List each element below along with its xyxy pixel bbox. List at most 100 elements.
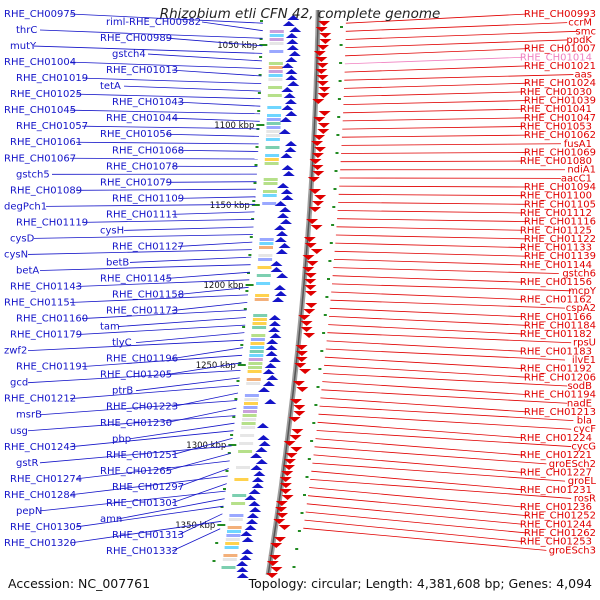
right-gene-label: cspA2 <box>566 303 596 314</box>
forward-gene-arrow <box>270 261 283 266</box>
feature-stripe <box>240 434 255 437</box>
reverse-gene-arrow <box>279 489 292 494</box>
feature-stripe <box>265 146 280 149</box>
left-gene-label: usg <box>10 426 28 437</box>
feature-stripe <box>262 202 277 205</box>
left-gene-connector <box>177 149 259 152</box>
feature-stripe <box>225 542 240 545</box>
feature-stripe <box>269 50 284 53</box>
left-gene-label: pbp <box>112 434 131 445</box>
feature-stripe <box>259 246 273 249</box>
right-gene-label: RHE_CH01122 <box>524 234 596 245</box>
right-gene-label: ccrM <box>568 18 592 29</box>
left-gene-connector <box>177 101 261 107</box>
gene-marker <box>303 494 306 496</box>
right-gene-label: RHE_CH01053 <box>520 121 592 132</box>
feature-stripe <box>249 354 264 357</box>
left-gene-connector <box>75 505 224 528</box>
reverse-gene-arrow <box>312 99 325 104</box>
gene-marker <box>255 146 259 148</box>
feature-stripe <box>229 514 244 517</box>
left-gene-connector <box>45 203 256 207</box>
reverse-gene-arrow <box>284 459 296 464</box>
right-gene-connector <box>333 267 559 274</box>
reverse-gene-arrow <box>275 501 288 506</box>
gene-marker <box>252 200 256 202</box>
feature-stripe <box>247 370 262 373</box>
forward-gene-arrow <box>276 273 289 278</box>
left-gene-connector <box>177 196 256 199</box>
forward-gene-arrow <box>266 375 279 380</box>
feature-stripe <box>242 418 257 421</box>
left-gene-connector <box>69 294 249 303</box>
left-gene-connector <box>33 45 263 54</box>
gene-marker <box>259 38 263 40</box>
reverse-gene-arrow <box>281 495 294 500</box>
gene-marker <box>338 80 342 82</box>
left-gene-connector <box>69 475 228 496</box>
right-gene-connector <box>343 91 524 97</box>
forward-gene-arrow <box>241 549 254 554</box>
feature-stripe <box>259 242 274 245</box>
left-gene-label: RHE_CH01212 <box>4 394 76 405</box>
right-gene-connector <box>345 13 528 24</box>
right-gene-label: RHE_CH01252 <box>524 511 596 522</box>
right-gene-connector <box>316 430 572 447</box>
right-gene-connector <box>303 527 547 551</box>
feature-stripe <box>248 362 263 365</box>
right-gene-label: RHE_CH01221 <box>520 450 592 461</box>
scale-tick-label: 1100 kbp <box>214 121 254 131</box>
left-gene-label: RHE_CH01301 <box>106 498 178 509</box>
left-gene-label: RHE_CH01143 <box>10 282 82 293</box>
feature-stripe <box>258 254 273 257</box>
right-gene-label: RHE_CH00993 <box>524 9 596 20</box>
right-gene-label: RHE_CH01262 <box>524 528 596 539</box>
feature-stripe <box>268 62 283 65</box>
right-gene-connector <box>341 134 528 138</box>
reverse-gene-arrow <box>309 159 322 164</box>
left-gene-connector <box>165 271 250 279</box>
feature-stripe <box>264 162 279 165</box>
feature-stripe <box>250 342 265 345</box>
feature-stripe <box>266 122 281 125</box>
gene-marker <box>318 368 322 370</box>
feature-stripe <box>266 134 281 137</box>
gene-marker <box>335 152 339 154</box>
feature-stripe <box>268 74 283 77</box>
reverse-gene-arrow <box>311 165 324 170</box>
left-gene-label: RHE_CH01251 <box>106 450 178 461</box>
right-gene-connector <box>322 381 528 396</box>
forward-gene-arrow <box>282 21 295 26</box>
gene-marker <box>323 314 327 316</box>
right-gene-connector <box>339 185 528 188</box>
reverse-gene-arrow <box>316 81 329 86</box>
forward-gene-arrow <box>277 213 289 218</box>
right-gene-connector <box>326 340 524 352</box>
left-gene-connector <box>165 133 260 137</box>
forward-gene-arrow <box>258 441 271 446</box>
right-gene-connector <box>343 108 524 114</box>
feature-stripe <box>241 422 256 425</box>
gene-marker <box>248 254 252 256</box>
reverse-gene-arrow <box>304 273 317 278</box>
forward-gene-arrow <box>246 519 258 524</box>
left-gene-label: RHE_CH01127 <box>112 241 184 252</box>
reverse-gene-arrow <box>302 267 315 272</box>
feature-stripe <box>223 554 238 557</box>
feature-stripe <box>268 66 283 69</box>
reverse-gene-arrow <box>307 177 320 182</box>
gene-marker <box>331 224 335 226</box>
reverse-gene-arrow <box>273 519 286 524</box>
forward-gene-arrow <box>244 525 257 530</box>
left-gene-label: RHE_CH01068 <box>112 145 184 156</box>
gene-marker <box>316 386 320 388</box>
left-gene-connector <box>201 21 263 32</box>
left-gene-connector <box>171 69 262 77</box>
reverse-gene-arrow <box>315 69 328 74</box>
forward-gene-arrow <box>270 267 283 272</box>
left-gene-connector <box>69 13 263 24</box>
left-gene-label: RHE_CH01151 <box>4 298 76 309</box>
forward-gene-arrow <box>286 39 299 44</box>
